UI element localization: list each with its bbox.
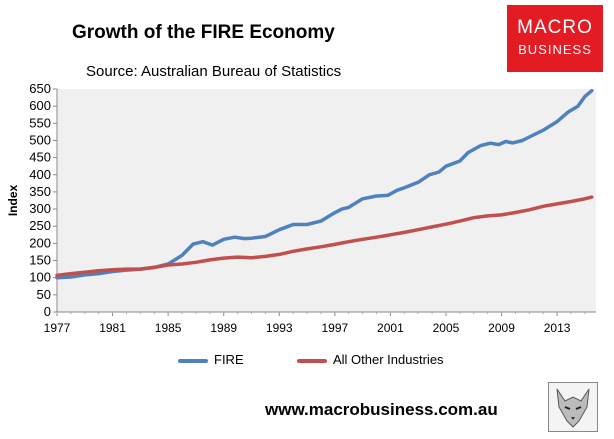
legend: All Other Industries [297,352,444,367]
x-tick-label: 1977 [44,321,71,335]
y-tick-label: 650 [29,81,51,96]
y-tick-label: 450 [29,150,51,165]
legend: FIRE [178,352,244,367]
y-tick-label: 600 [29,98,51,113]
series-line-all-other-industries [55,195,594,278]
legend-label-fire: FIRE [214,352,244,367]
logo-line1: MACRO [517,17,593,38]
x-tick-label: 1997 [321,321,348,335]
wolf-logo-icon [548,382,598,432]
x-tick-label: 2001 [377,321,404,335]
legend-swatch-other [297,358,327,363]
y-tick-label: 50 [37,287,51,302]
y-tick-label: 500 [29,132,51,147]
x-tick-label: 1981 [99,321,126,335]
chart-title: Growth of the FIRE Economy [72,22,335,43]
x-tick-label: 1993 [266,321,293,335]
y-tick-label: 0 [44,304,51,319]
y-tick-label: 150 [29,253,51,268]
macrobusiness-logo: MACRO BUSINESS [507,5,603,72]
y-tick-label: 400 [29,167,51,182]
x-tick-label: 2009 [488,321,515,335]
x-tick-label: 1985 [155,321,182,335]
website-url[interactable]: www.macrobusiness.com.au [265,400,498,419]
logo-line2: BUSINESS [518,42,592,57]
legend-label-other: All Other Industries [333,352,444,367]
y-tick-label: 200 [29,235,51,250]
y-tick-label: 300 [29,201,51,216]
plot-area [57,89,596,312]
y-axis-label: Index [6,185,20,217]
x-tick-label: 2005 [433,321,460,335]
chart-subtitle: Source: Australian Bureau of Statistics [86,63,342,80]
y-tick-label: 100 [29,270,51,285]
line-chart: 0 50 100 150 200 250 300 350 400 450 500 550 600 650 1… [6,81,596,335]
y-tick-label: 250 [29,218,51,233]
legend-swatch-fire [178,358,208,363]
y-tick-label: 550 [29,115,51,130]
y-tick-label: 350 [29,184,51,199]
x-tick-label: 2013 [544,321,571,335]
x-tick-label: 1989 [210,321,237,335]
